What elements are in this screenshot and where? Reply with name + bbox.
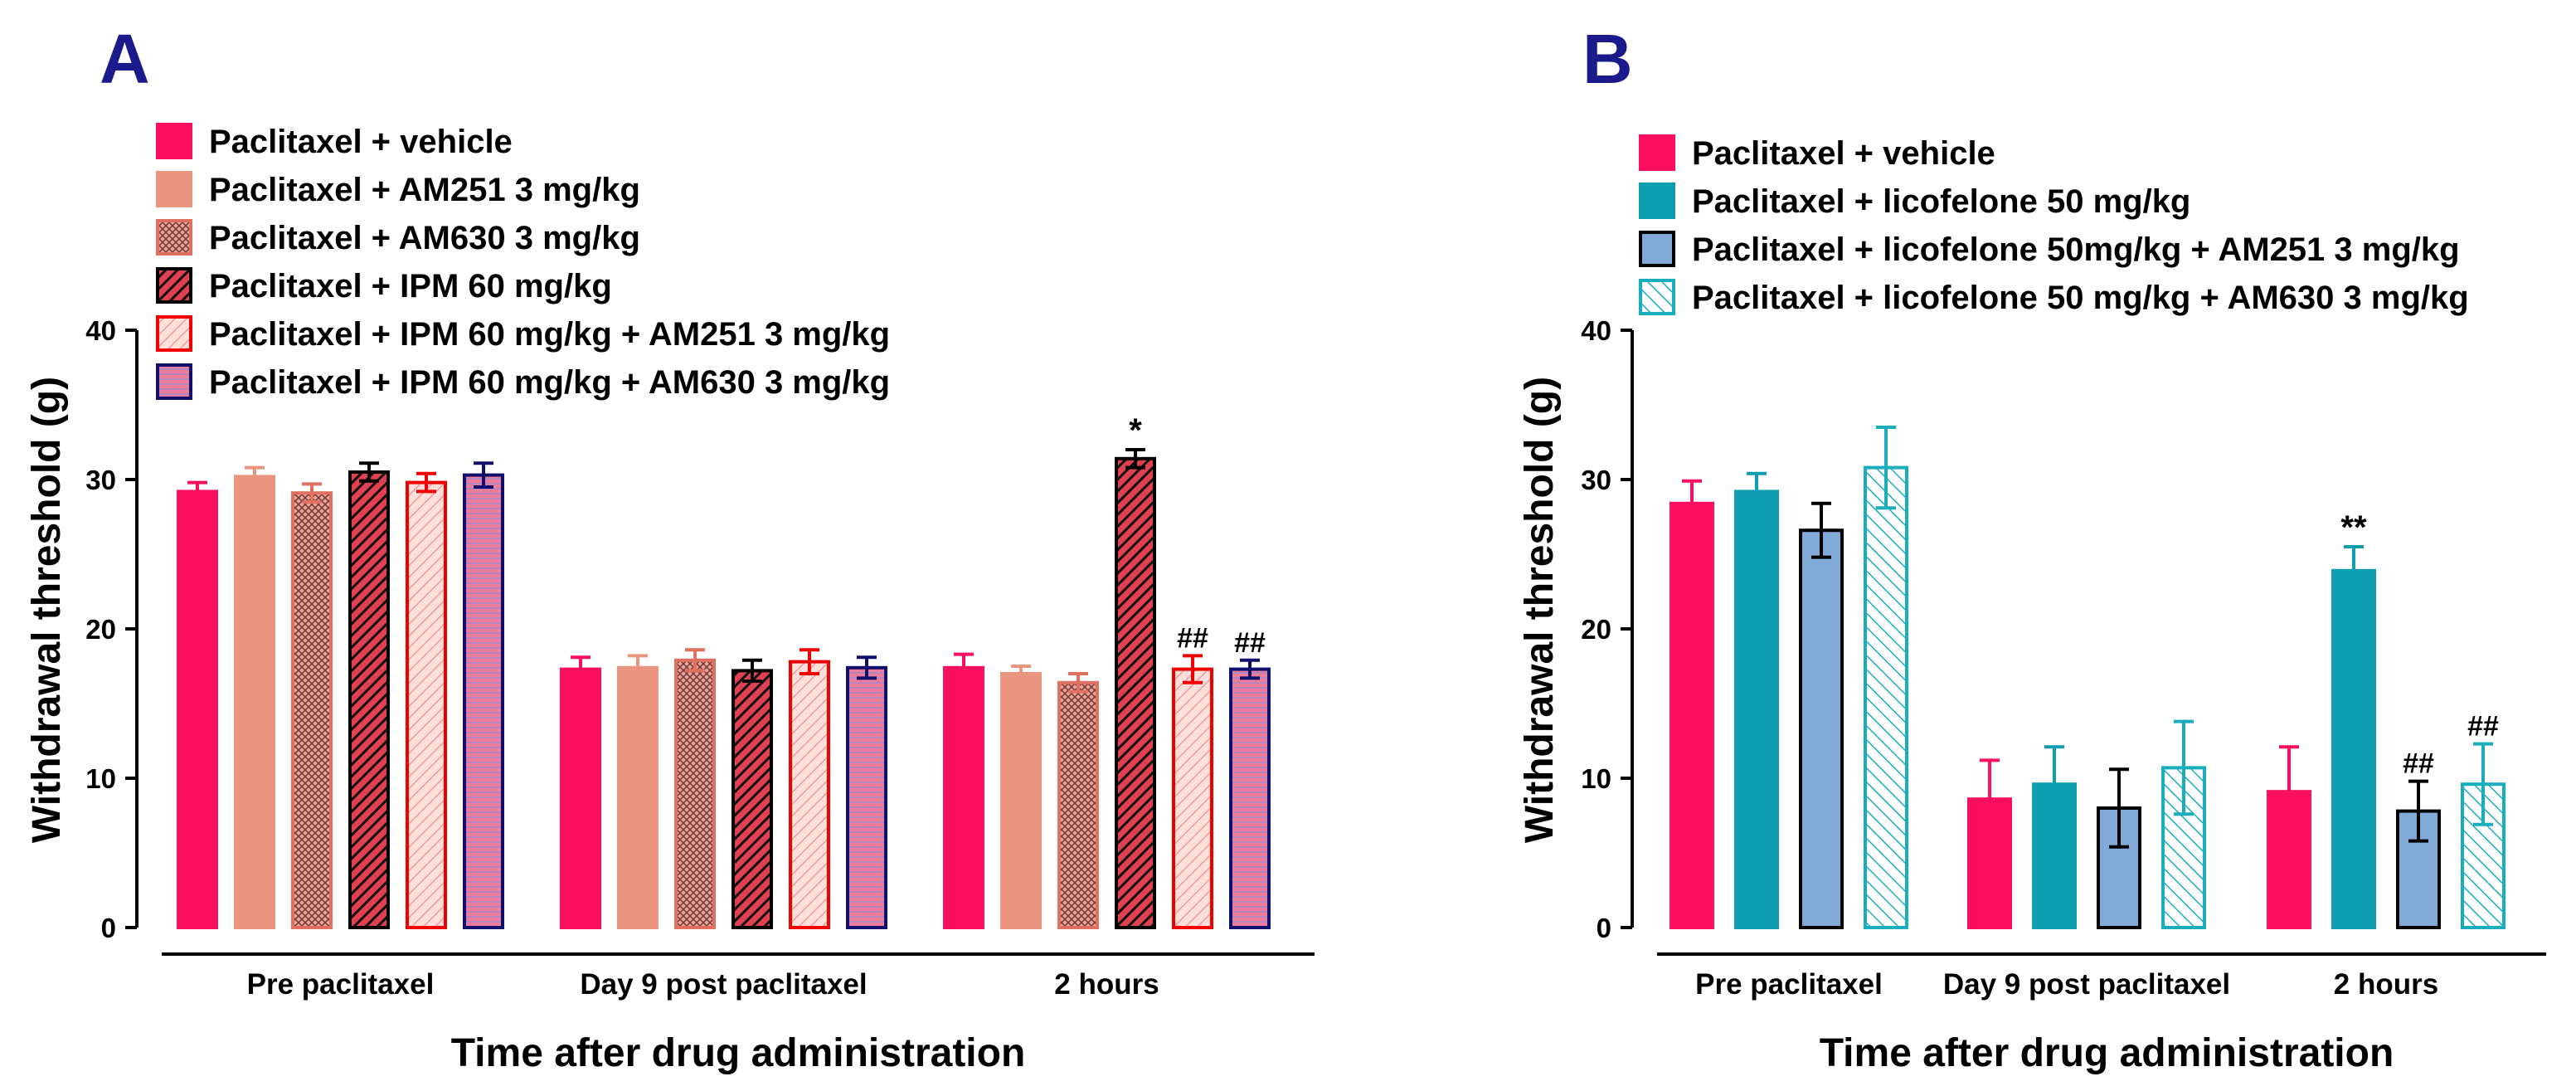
bar: [1115, 456, 1156, 929]
legend-swatch: [156, 171, 192, 207]
x-category-label: Pre paclitaxel: [247, 968, 435, 1001]
bar: [789, 660, 830, 929]
bar: [674, 658, 716, 929]
x-category-label: Day 9 post paclitaxel: [580, 968, 867, 1001]
y-tick-label: 0: [101, 913, 116, 943]
y-tick-label: 10: [1581, 763, 1611, 794]
y-tick-label: 0: [1597, 913, 1611, 943]
x-category-label: 2 hours: [1054, 968, 1159, 1001]
legend-swatch: [1639, 183, 1675, 219]
legend-label: Paclitaxel + licofelone 50 mg/kg: [1692, 183, 2190, 220]
significance-annotation: ##: [1234, 627, 1266, 659]
bar: [234, 475, 275, 929]
panel-letter: B: [1582, 20, 1633, 98]
x-category-label: Pre paclitaxel: [1695, 968, 1883, 1001]
y-tick-label: 30: [1581, 465, 1611, 495]
significance-annotation: ##: [2403, 748, 2434, 780]
y-axis-title: Withdrawal threshold (g): [1518, 377, 1562, 843]
significance-annotation: ##: [1177, 622, 1208, 654]
legend-swatch: [1639, 231, 1675, 267]
y-axis-title: Withdrawal threshold (g): [25, 377, 69, 843]
bar: [1864, 465, 1908, 929]
bar: [1057, 680, 1099, 929]
legend-swatch: [156, 363, 192, 400]
legend-label: Paclitaxel + IPM 60 mg/kg: [209, 268, 612, 304]
y-tick-label: 40: [1581, 315, 1611, 346]
legend-label: Paclitaxel + AM630 3 mg/kg: [209, 220, 640, 256]
legend-label: Paclitaxel + vehicle: [1692, 135, 1995, 172]
bar: [2331, 568, 2376, 929]
legend-swatch: [156, 315, 192, 352]
bar: [560, 667, 601, 929]
y-tick-label: 40: [85, 315, 116, 346]
bar: [463, 473, 504, 929]
x-category-label: Day 9 post paclitaxel: [1943, 968, 2230, 1001]
bar: [2032, 782, 2077, 930]
bar: [731, 669, 773, 930]
bar: [177, 489, 218, 929]
bar: [1670, 501, 1714, 929]
legend-label: Paclitaxel + licofelone 50mg/kg + AM251 …: [1692, 231, 2460, 268]
panel-a: A Paclitaxel + vehicle Paclitaxel + AM251 …: [25, 20, 1315, 1075]
bar: [1000, 672, 1042, 929]
legend-swatch: [156, 123, 192, 159]
bar: [943, 665, 984, 929]
bar: [291, 491, 333, 929]
bar: [1734, 489, 1779, 929]
bar: [406, 480, 447, 929]
significance-annotation: *: [1129, 412, 1142, 449]
legend-label: Paclitaxel + IPM 60 mg/kg + AM630 3 mg/k…: [209, 364, 890, 401]
y-tick-label: 20: [1581, 614, 1611, 645]
significance-annotation: ##: [2467, 711, 2499, 743]
bar: [1229, 667, 1271, 929]
y-tick-label: 20: [85, 614, 116, 645]
significance-annotation: **: [2340, 509, 2367, 546]
x-category-label: 2 hours: [2334, 968, 2438, 1001]
y-tick-label: 10: [85, 763, 116, 794]
legend-swatch: [1639, 279, 1675, 315]
legend-swatch: [156, 267, 192, 304]
bar: [846, 665, 887, 929]
legend-label: Paclitaxel + licofelone 50 mg/kg + AM630…: [1692, 280, 2469, 316]
bar: [348, 470, 390, 929]
panel-b: B Paclitaxel + vehicle Paclitaxel + licofe…: [1518, 20, 2546, 1075]
bar: [1799, 528, 1844, 929]
x-axis-title: Time after drug administration: [451, 1031, 1026, 1075]
x-axis-title: Time after drug administration: [1820, 1031, 2394, 1075]
bar: [617, 665, 659, 929]
legend-label: Paclitaxel + AM251 3 mg/kg: [209, 172, 640, 208]
legend-label: Paclitaxel + IPM 60 mg/kg + AM251 3 mg/k…: [209, 316, 890, 353]
panel-letter: A: [100, 20, 150, 98]
legend-swatch: [1639, 134, 1675, 171]
y-tick-label: 30: [85, 465, 116, 495]
legend-label: Paclitaxel + vehicle: [209, 124, 513, 160]
legend-swatch: [156, 219, 192, 256]
bar: [1172, 667, 1213, 929]
